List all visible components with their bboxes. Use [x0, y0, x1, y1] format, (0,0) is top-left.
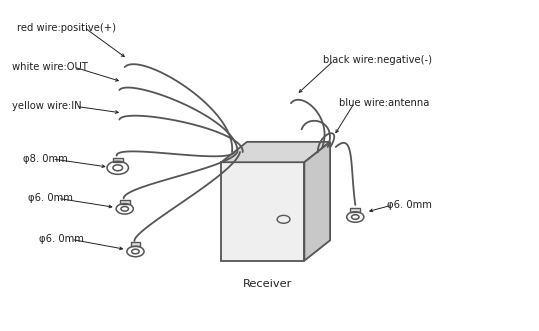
Text: yellow wire:IN: yellow wire:IN: [12, 101, 82, 112]
Text: red wire:positive(+): red wire:positive(+): [17, 23, 116, 33]
Text: φ6. 0mm: φ6. 0mm: [39, 234, 84, 244]
Text: blue wire:antenna: blue wire:antenna: [339, 98, 430, 108]
Bar: [130, 242, 140, 246]
Bar: [350, 208, 360, 212]
Text: φ6. 0mm: φ6. 0mm: [28, 193, 73, 203]
Bar: [221, 162, 305, 261]
Text: φ8. 0mm: φ8. 0mm: [23, 154, 67, 164]
Text: φ6. 0mm: φ6. 0mm: [388, 200, 432, 210]
Bar: [120, 200, 129, 204]
Text: Receiver: Receiver: [243, 279, 293, 289]
Text: black wire:negative(-): black wire:negative(-): [323, 56, 432, 66]
Text: white wire:OUT: white wire:OUT: [12, 62, 88, 72]
Polygon shape: [305, 142, 330, 261]
Polygon shape: [221, 142, 330, 162]
Bar: [113, 158, 122, 162]
